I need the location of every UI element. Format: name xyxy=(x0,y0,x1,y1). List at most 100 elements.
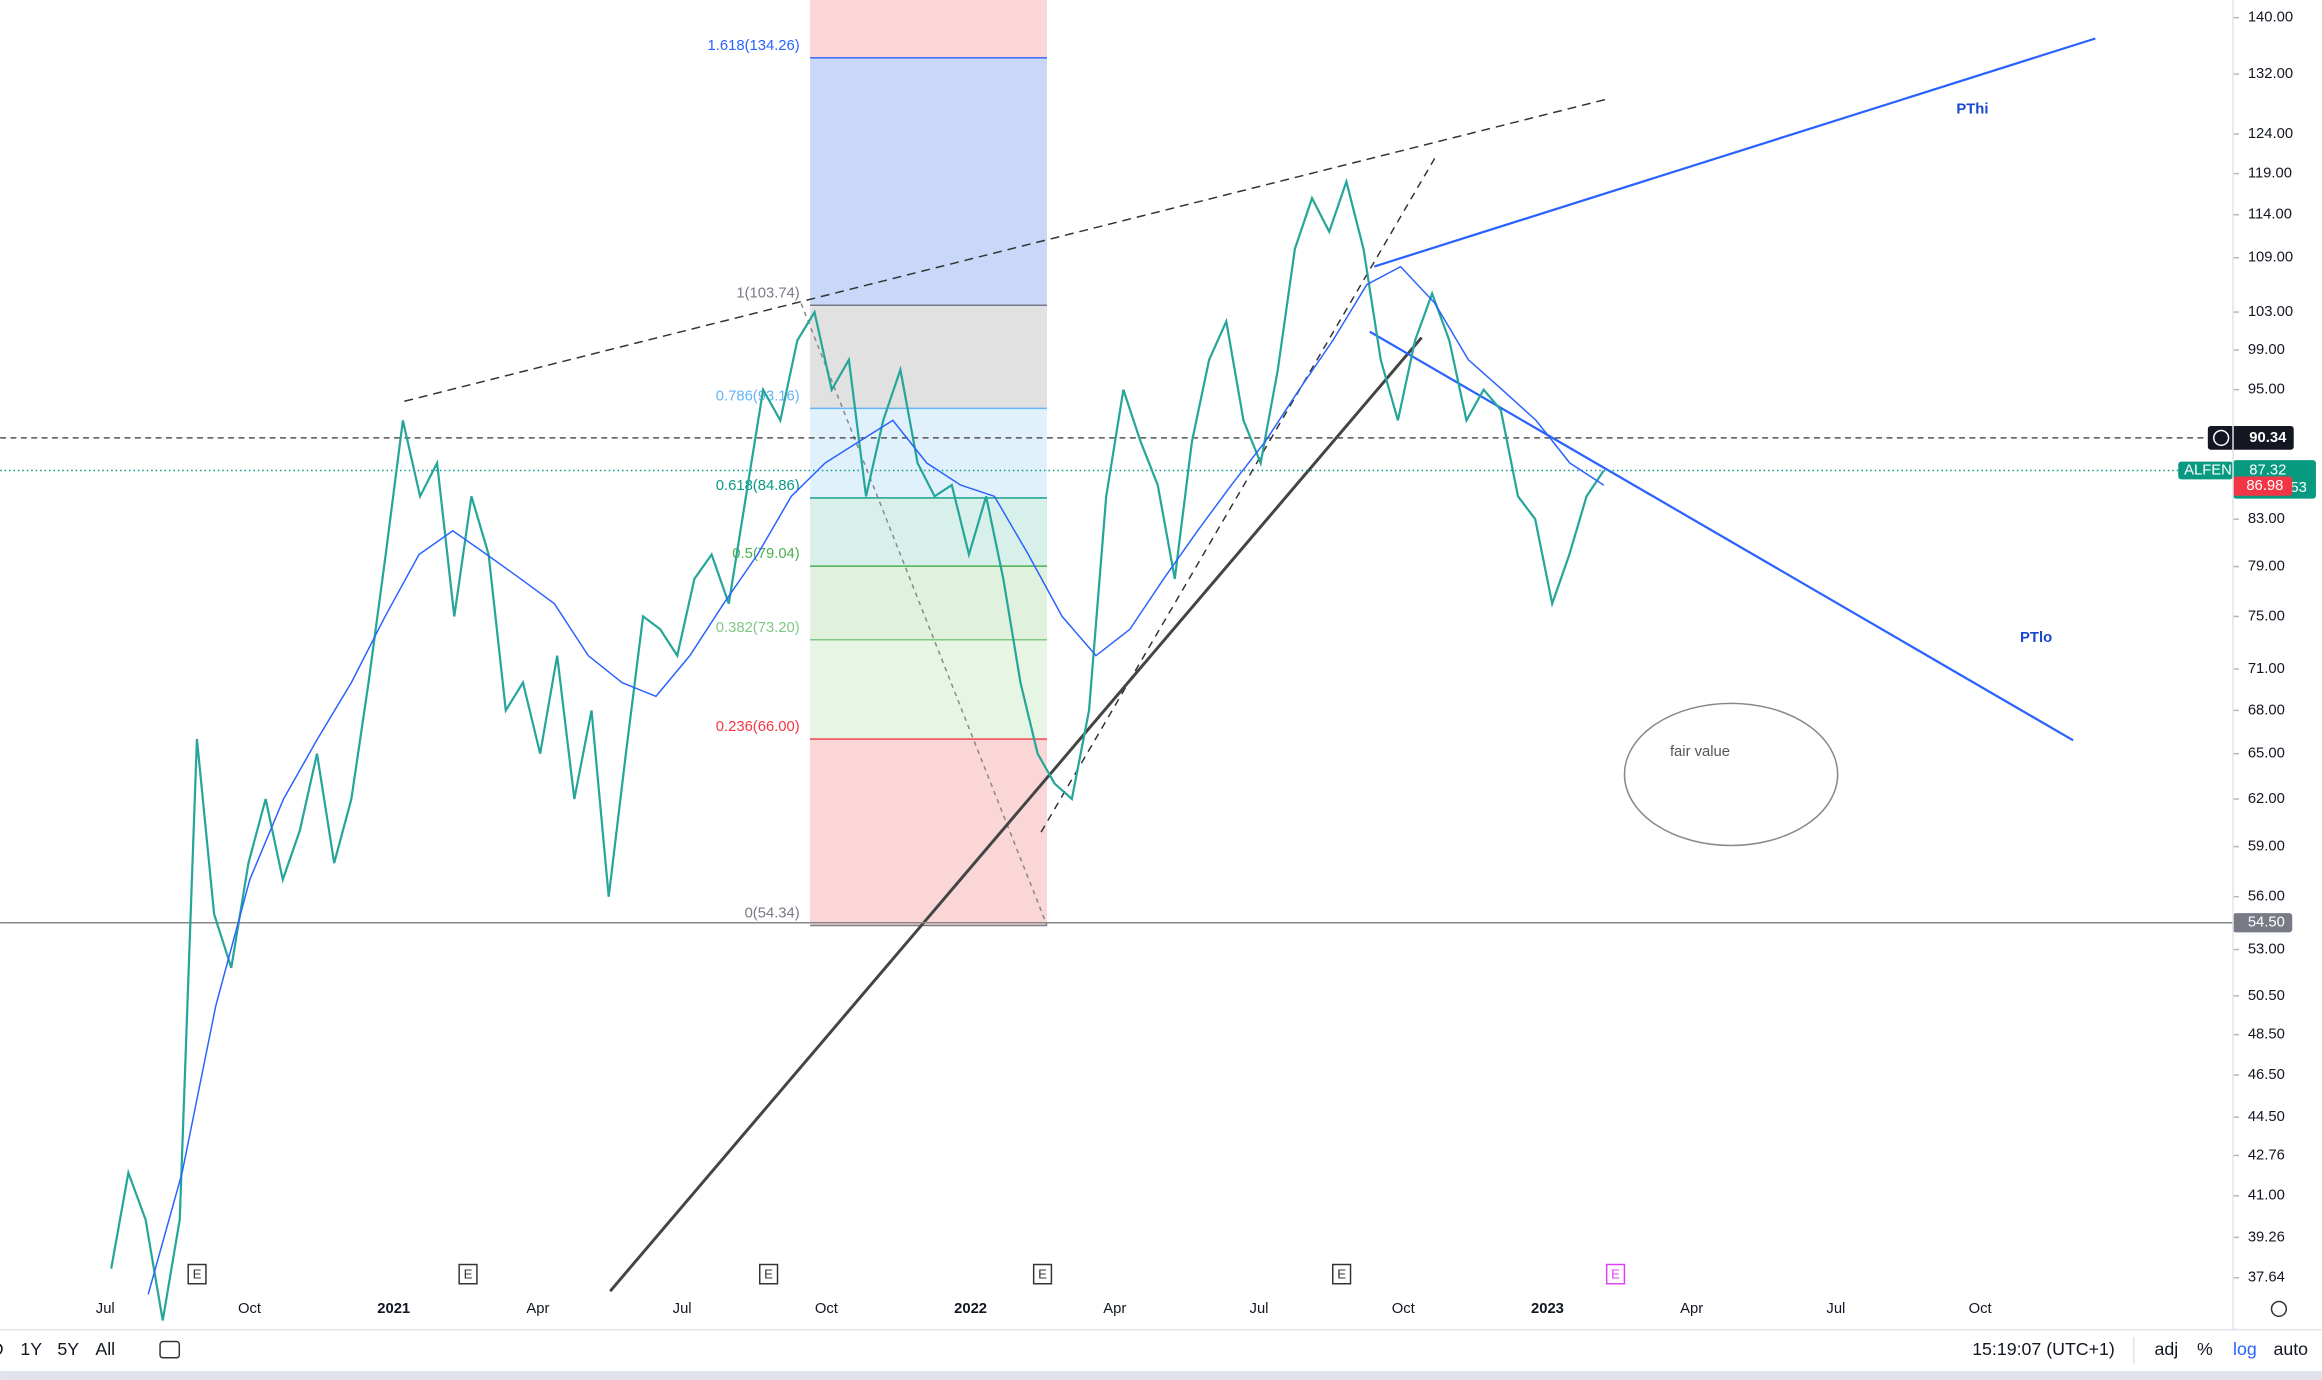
x-tick-label: Jul xyxy=(1826,1301,1845,1317)
y-tick-label: 79.00 xyxy=(2248,558,2285,574)
scale-option[interactable]: adj xyxy=(2155,1339,2179,1359)
y-tick-label: 39.26 xyxy=(2248,1229,2285,1245)
y-tick-label: 75.00 xyxy=(2248,608,2285,624)
fib-label: 0(54.34) xyxy=(745,906,800,922)
earnings-label: E xyxy=(1611,1266,1620,1281)
x-tick-label: Apr xyxy=(1680,1301,1703,1317)
y-tick-label: 119.00 xyxy=(2248,165,2292,181)
scale-option[interactable]: auto xyxy=(2273,1339,2308,1359)
price-label: 54.50 xyxy=(2248,915,2285,931)
fib-band xyxy=(810,639,1047,740)
earnings-label: E xyxy=(464,1266,473,1281)
earnings-marker[interactable] xyxy=(458,1263,478,1285)
scale-option[interactable]: % xyxy=(2197,1339,2213,1359)
y-tick-label: 42.76 xyxy=(2248,1147,2285,1163)
earnings-label: E xyxy=(1038,1266,1047,1281)
price-label: 87.32 xyxy=(2249,462,2286,478)
y-tick-label: 132.00 xyxy=(2248,66,2293,82)
pthi-line xyxy=(1373,37,2096,268)
x-tick-label: 2022 xyxy=(954,1301,987,1317)
y-tick-label: 103.00 xyxy=(2248,304,2293,320)
fib-label: 0.618(84.86) xyxy=(716,478,800,494)
fib-label: 0.236(66.00) xyxy=(716,719,800,735)
moving-average xyxy=(147,265,1605,1295)
x-tick-label: Oct xyxy=(1392,1301,1415,1317)
y-tick-label: 48.50 xyxy=(2248,1027,2285,1043)
y-tick-label: 41.00 xyxy=(2248,1188,2285,1204)
fib-band xyxy=(810,497,1047,567)
earnings-label: E xyxy=(1337,1266,1346,1281)
annotation: PThi xyxy=(1956,101,1988,117)
scale-option[interactable]: log xyxy=(2233,1339,2257,1359)
axis: 140.00 132.00 124.00 119.00 114.00 109.00 103.… xyxy=(96,10,2293,1317)
fib-label: 1(103.74) xyxy=(736,285,799,301)
range-button[interactable]: 1Y xyxy=(20,1339,42,1359)
y-tick-label: 68.00 xyxy=(2248,702,2285,718)
fib-label: 0.5(79.04) xyxy=(732,546,800,562)
earnings-label: E xyxy=(193,1266,202,1281)
y-tick-label: 109.00 xyxy=(2248,250,2293,266)
price-label-box xyxy=(2178,461,2234,480)
annotation: fair value xyxy=(1670,744,1730,760)
x-tick-label: Oct xyxy=(238,1301,261,1317)
earnings-marker[interactable] xyxy=(758,1263,779,1285)
fib-label: 0.382(73.20) xyxy=(716,620,800,636)
x-tick-label: 2023 xyxy=(1531,1301,1564,1317)
x-tick-label: Jul xyxy=(1250,1301,1269,1317)
x-tick-label: Oct xyxy=(815,1301,838,1317)
earnings-label: E xyxy=(764,1266,773,1281)
y-tick-label: 37.64 xyxy=(2248,1270,2285,1286)
y-tick-label: 95.00 xyxy=(2248,382,2285,398)
footer-strip xyxy=(0,1371,2322,1380)
x-tick-label: 2021 xyxy=(377,1301,410,1317)
fib-band xyxy=(810,0,1047,58)
range-button[interactable]: All xyxy=(95,1339,115,1359)
trend-line xyxy=(609,336,1423,1293)
calendar-icon[interactable] xyxy=(159,1340,181,1359)
x-tick-label: Jul xyxy=(673,1301,692,1317)
y-tick-label: 140.00 xyxy=(2248,10,2293,26)
drawings xyxy=(404,37,2096,1293)
add-alert-icon[interactable] xyxy=(2213,429,2230,447)
y-tick-label: 50.50 xyxy=(2248,988,2285,1004)
price-label-box xyxy=(2233,476,2293,496)
x-tick-label: Oct xyxy=(1969,1301,1992,1317)
y-tick-label: 46.50 xyxy=(2248,1067,2285,1083)
y-tick-label: 65.00 xyxy=(2248,746,2285,762)
annotation: PTlo xyxy=(2020,630,2052,646)
x-tick-label: Apr xyxy=(526,1301,549,1317)
fair-value-ellipse xyxy=(1623,702,1839,847)
y-tick-label: 53.00 xyxy=(2248,941,2285,957)
clock: 15:19:07 (UTC+1) xyxy=(1972,1339,2115,1359)
symbol-label: ALFEN xyxy=(2184,462,2232,478)
y-tick-label: 59.00 xyxy=(2248,839,2285,855)
range-button[interactable]: D xyxy=(0,1339,4,1359)
y-tick-label: 99.00 xyxy=(2248,342,2285,358)
y-tick-label: 62.00 xyxy=(2248,791,2285,807)
price-label: 90.34 xyxy=(2249,430,2287,446)
price-line-series xyxy=(110,177,1605,1321)
x-tick-label: Apr xyxy=(1103,1301,1126,1317)
ptlo-line xyxy=(1369,330,2074,742)
y-tick-label: 114.00 xyxy=(2248,207,2292,223)
y-tick-label: 124.00 xyxy=(2248,126,2293,142)
fib-label: 0.786(93.16) xyxy=(716,388,800,404)
fib-band xyxy=(810,57,1047,306)
price-label-box xyxy=(2233,913,2293,933)
settings-icon[interactable] xyxy=(2270,1300,2288,1318)
earnings-marker[interactable] xyxy=(1332,1263,1352,1285)
x-tick-label: Jul xyxy=(96,1301,115,1317)
earnings-marker[interactable] xyxy=(1032,1263,1053,1285)
price-label: 86.98 xyxy=(2246,478,2283,494)
fib-band xyxy=(810,739,1047,926)
y-tick-label: 83.00 xyxy=(2248,511,2285,527)
earnings-marker[interactable] xyxy=(187,1263,207,1285)
y-tick-label: 56.00 xyxy=(2248,889,2285,905)
range-button[interactable]: 5Y xyxy=(57,1339,79,1359)
earnings-marker[interactable] xyxy=(1605,1263,1626,1285)
